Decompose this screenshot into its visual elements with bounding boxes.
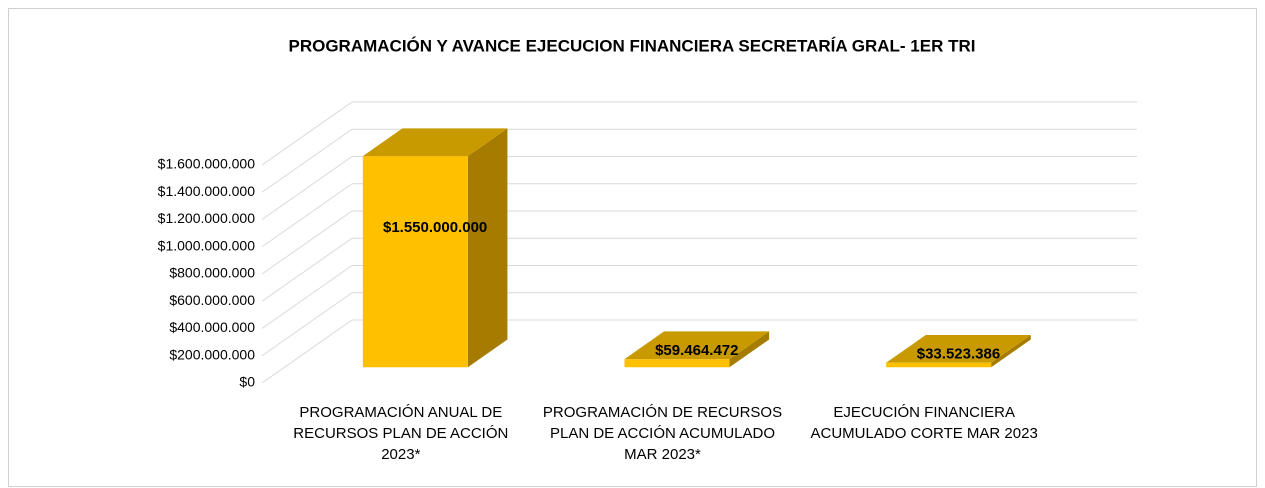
grid-line-side (261, 292, 353, 357)
bar (886, 362, 992, 368)
y-tick-label: $0 (239, 374, 255, 390)
y-tick-label: $1.400.000.000 (158, 183, 256, 199)
grid-line-side (261, 210, 353, 275)
grid-line-side (261, 101, 353, 166)
grid-line-side (261, 183, 353, 248)
bar-top (886, 334, 1031, 363)
bar (624, 359, 730, 368)
y-tick-label: $1.600.000.000 (158, 156, 256, 172)
x-tick-label: PROGRAMACIÓN ANUAL DE RECURSOS PLAN DE A… (293, 404, 509, 463)
grid-line-side (261, 237, 353, 302)
y-tick-label: $200.000.000 (169, 346, 255, 362)
value-label: $1.550.000.000 (383, 219, 487, 236)
y-tick-label: $400.000.000 (169, 319, 255, 335)
y-tick-label: $1.200.000.000 (158, 210, 256, 226)
y-tick-label: $800.000.000 (169, 265, 255, 281)
y-tick-label: $600.000.000 (169, 292, 255, 308)
value-label: $59.464.472 (655, 342, 738, 359)
grid-line-side (261, 319, 353, 384)
bar-side (729, 331, 770, 368)
bar-side (991, 334, 1031, 368)
y-tick-label: $1.000.000.000 (158, 237, 256, 253)
grid-line-side (261, 265, 353, 329)
chart-border (8, 8, 1257, 487)
bar (362, 156, 468, 368)
x-tick-label: EJECUCIÓN FINANCIERA ACUMULADO CORTE MAR… (810, 404, 1038, 442)
bar-side (467, 128, 508, 368)
bar-top (624, 331, 770, 360)
grid-line-side (261, 156, 353, 220)
grid-line-side (261, 128, 353, 193)
x-tick-label: PROGRAMACIÓN DE RECURSOS PLAN DE ACCIÓN … (542, 404, 783, 463)
chart-title: PROGRAMACIÓN Y AVANCE EJECUCION FINANCIE… (289, 36, 976, 55)
value-label: $33.523.386 (917, 346, 1000, 363)
bar-top (362, 128, 508, 157)
